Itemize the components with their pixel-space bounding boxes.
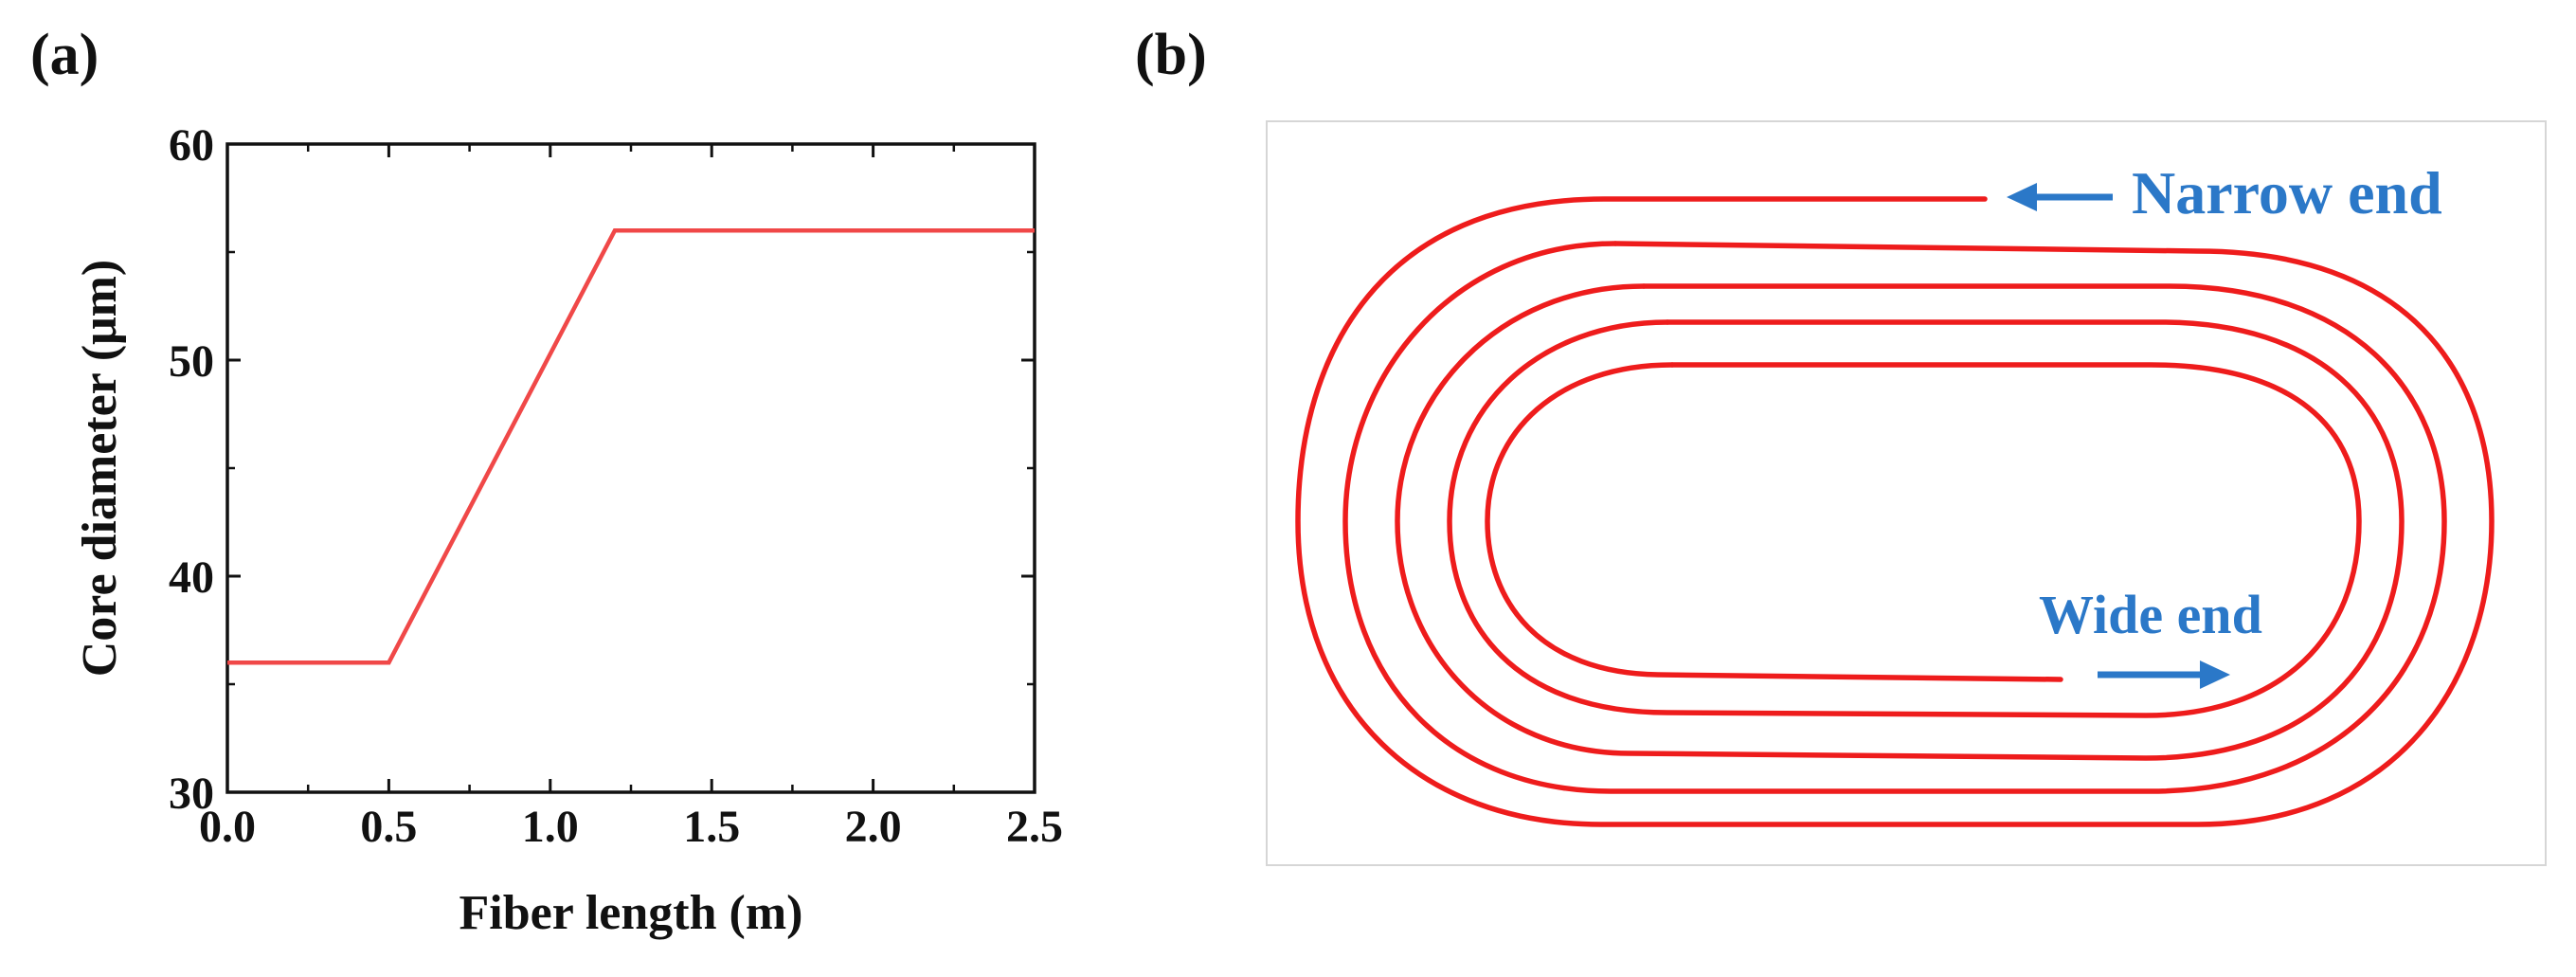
x-tick-label: 2.5 <box>1006 802 1063 852</box>
x-tick-label: 0.5 <box>360 802 417 852</box>
coil-turn-2 <box>1342 241 2447 794</box>
y-tick-label: 60 <box>169 120 214 171</box>
y-tick-label: 50 <box>169 336 214 387</box>
series-line <box>227 227 1035 665</box>
coil-turn-4 <box>1447 319 2362 718</box>
coil-turn-5 <box>1485 362 2063 682</box>
coil-turn-1 <box>1295 196 2495 827</box>
panel-label-b: (b) <box>1135 23 1207 87</box>
wide-end-arrow <box>2098 660 2230 689</box>
series-layer <box>227 227 1035 665</box>
panel-label-a: (a) <box>30 23 99 87</box>
x-axis-ticks: 0.0 0.5 1.0 1.5 2.0 2.5 <box>199 144 1063 852</box>
narrow-end-arrow <box>2007 183 2113 211</box>
y-axis-ticks: 30 40 50 60 <box>169 120 1035 819</box>
coil-turn-3 <box>1395 283 2405 761</box>
wide-end-label: Wide end <box>2039 584 2262 645</box>
diagram-frame <box>1266 120 2547 866</box>
y-axis-label: Core diameter (μm) <box>73 260 127 678</box>
x-tick-label: 2.0 <box>845 802 902 852</box>
narrow-end-label: Narrow end <box>2132 159 2442 226</box>
x-tick-label: 1.0 <box>522 802 579 852</box>
line-chart: 0.0 0.5 1.0 1.5 2.0 2.5 30 40 50 60 Fiber length… <box>73 120 1063 940</box>
y-tick-label: 30 <box>169 769 214 819</box>
x-tick-label: 0.0 <box>199 802 256 852</box>
y-tick-label: 40 <box>169 552 214 603</box>
coil-diagram: Narrow end Wide end <box>1266 120 2547 866</box>
plot-frame <box>225 142 1036 794</box>
fiber-coil <box>1295 196 2495 827</box>
x-tick-label: 1.5 <box>683 802 740 852</box>
x-axis-label: Fiber length (m) <box>459 886 803 940</box>
